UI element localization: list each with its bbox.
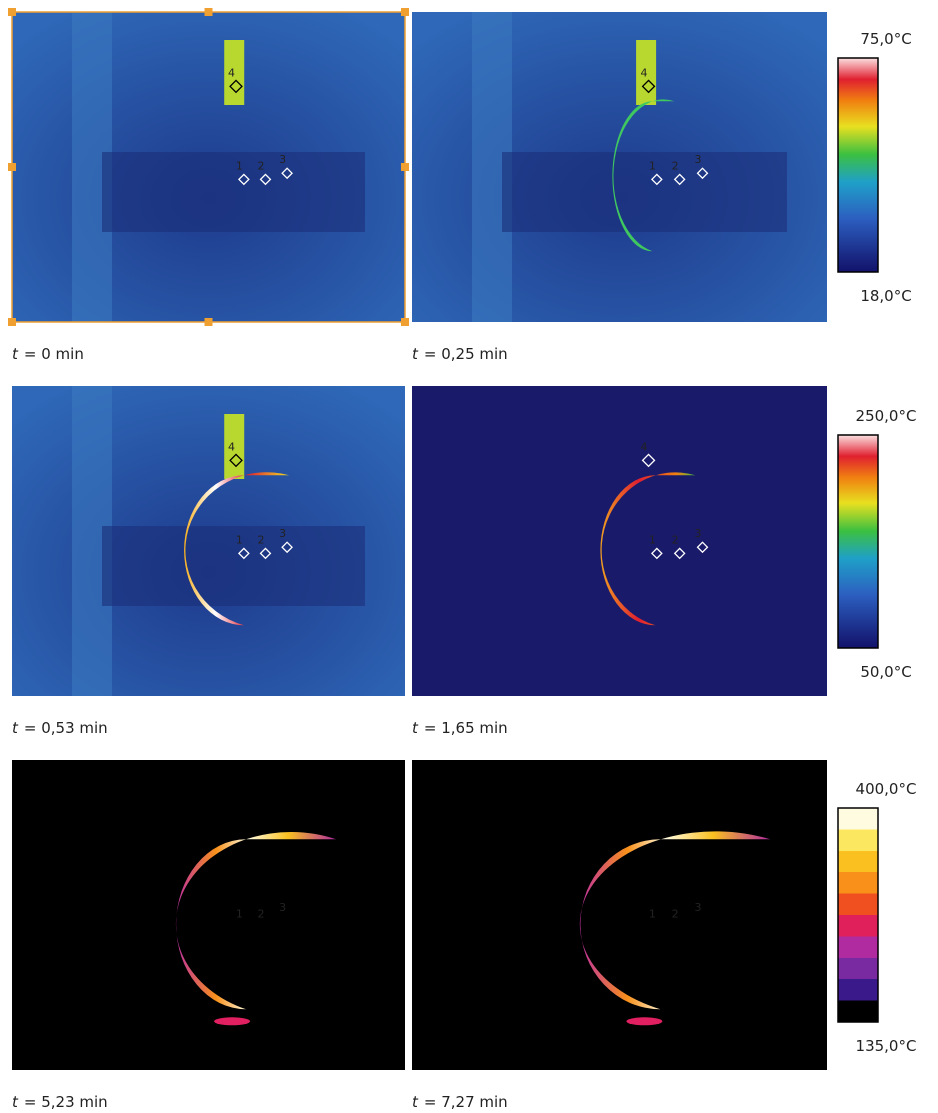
- point-label: 2: [257, 533, 264, 546]
- time-label: t = 0,25 min: [412, 345, 508, 363]
- point-label: 1: [236, 533, 243, 546]
- point-label: 2: [672, 533, 679, 546]
- thermal-panel: 1 2 3 4 t = 0,25 min: [412, 12, 827, 363]
- heated-zone: [626, 1017, 662, 1025]
- figure: 1 2 3 4 t = 0 min 1 2 3 4 t = 0,25 min 1 2 3 4 t = 0,53 m…: [0, 0, 938, 1113]
- background-structure: [102, 526, 365, 606]
- thermal-panel: 1 2 3 4 t = 1,65 min: [412, 386, 827, 737]
- point-label: 3: [695, 153, 702, 166]
- time-label: t = 0 min: [12, 345, 84, 363]
- point-label: 1: [236, 907, 243, 920]
- colorbar: [838, 808, 878, 1022]
- time-symbol: t: [412, 719, 419, 737]
- time-symbol: t: [412, 345, 419, 363]
- point-label: 4: [228, 440, 235, 453]
- time-value: = 1,65 min: [424, 719, 508, 737]
- thermal-image: [412, 386, 827, 696]
- point-label: 1: [236, 159, 243, 172]
- colorbar-min: 18,0°C: [860, 287, 911, 305]
- thermal-panel: 1 2 3 4 t = 0 min: [8, 8, 409, 363]
- point-label: 1: [649, 907, 656, 920]
- colorbar-min: 50,0°C: [860, 663, 911, 681]
- time-label: t = 7,27 min: [412, 1093, 508, 1111]
- colorbar: [838, 435, 878, 648]
- time-label: t = 5,23 min: [12, 1093, 108, 1111]
- thermal-panel: 1 2 3 4 t = 0,53 min: [12, 386, 405, 737]
- point-label: 4: [641, 66, 648, 79]
- point-label: 3: [279, 527, 286, 540]
- point-label: 2: [257, 159, 264, 172]
- heated-zone: [214, 1017, 250, 1025]
- point-label: 4: [641, 440, 648, 453]
- point-label: 4: [228, 66, 235, 79]
- thermal-image: [12, 760, 405, 1070]
- colorbar-max: 250,0°C: [856, 407, 917, 425]
- thermal-image: [412, 760, 827, 1070]
- time-value: = 7,27 min: [424, 1093, 508, 1111]
- time-value: = 5,23 min: [24, 1093, 108, 1111]
- time-value: = 0,25 min: [424, 345, 508, 363]
- background-structure: [502, 152, 787, 232]
- point-label: 3: [695, 901, 702, 914]
- time-symbol: t: [12, 345, 19, 363]
- point-label: 1: [649, 159, 656, 172]
- colorbar-max: 400,0°C: [856, 780, 917, 798]
- time-label: t = 1,65 min: [412, 719, 508, 737]
- thermal-panel: 1 2 3 t = 7,27 min: [412, 760, 827, 1111]
- colorbar-max: 75,0°C: [860, 30, 911, 48]
- colorbar: [838, 58, 878, 272]
- point-label: 1: [649, 533, 656, 546]
- time-symbol: t: [12, 719, 19, 737]
- time-symbol: t: [12, 1093, 19, 1111]
- thermal-panel: 1 2 3 t = 5,23 min: [12, 760, 405, 1111]
- time-symbol: t: [412, 1093, 419, 1111]
- point-label: 2: [257, 907, 264, 920]
- background-structure: [102, 152, 365, 232]
- time-value: = 0,53 min: [24, 719, 108, 737]
- point-label: 3: [695, 527, 702, 540]
- time-value: = 0 min: [24, 345, 84, 363]
- point-label: 2: [672, 159, 679, 172]
- point-label: 3: [279, 901, 286, 914]
- time-label: t = 0,53 min: [12, 719, 108, 737]
- colorbar-min: 135,0°C: [856, 1037, 917, 1055]
- point-label: 2: [672, 907, 679, 920]
- point-label: 3: [279, 153, 286, 166]
